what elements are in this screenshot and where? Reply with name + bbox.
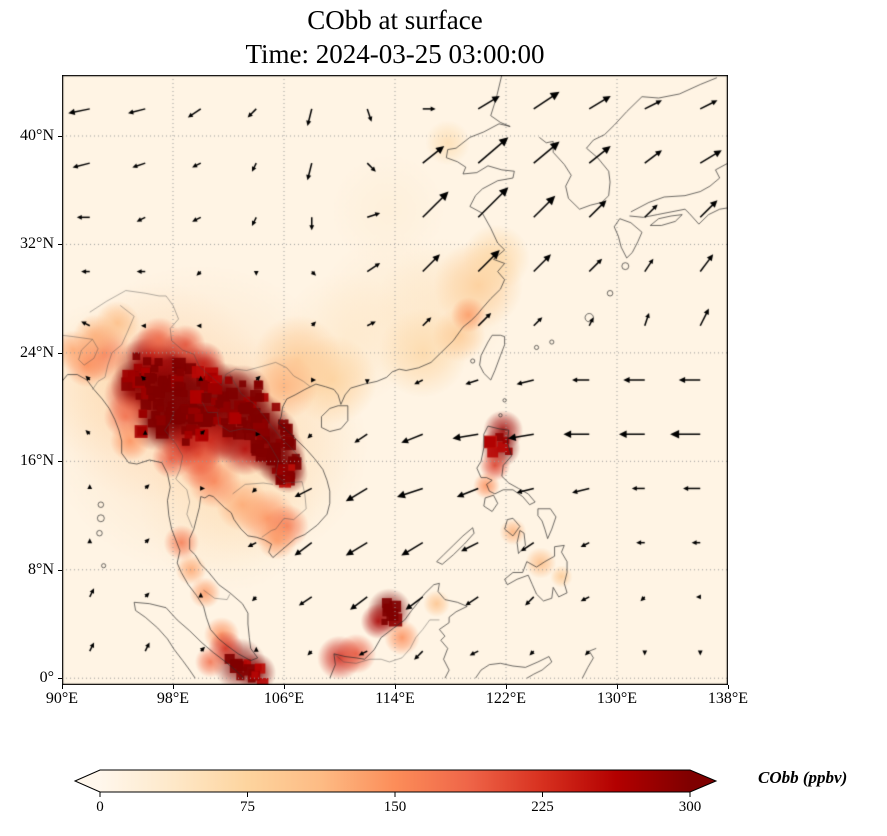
x-tick-mark	[62, 685, 63, 689]
chart-title: CObb at surface	[307, 5, 483, 35]
x-tick-mark	[284, 685, 285, 689]
y-tick-label: 32°N	[20, 235, 54, 253]
colorbar-shape	[73, 769, 718, 793]
map-canvas	[62, 75, 728, 685]
y-tick-mark	[58, 678, 62, 680]
colorbar-svg	[73, 769, 718, 797]
x-tick-mark	[506, 685, 507, 689]
x-tick-label: 106°E	[263, 690, 305, 707]
y-tick-mark	[58, 569, 62, 571]
colorbar-label: CObb (ppbv)	[758, 768, 848, 787]
x-tick-label: 122°E	[485, 690, 527, 707]
colorbar-tick-label: 0	[96, 799, 104, 815]
x-tick-label: 130°E	[596, 690, 638, 707]
x-tick-mark	[728, 685, 729, 689]
chart-subtitle: Time: 2024-03-25 03:00:00	[245, 39, 545, 69]
y-tick-mark	[58, 136, 62, 137]
y-tick-label: 8°N	[28, 560, 54, 578]
x-tick-mark	[617, 685, 618, 689]
y-tick-mark	[58, 352, 62, 354]
colorbar-tick-label: 300	[678, 799, 702, 815]
map-plot-area	[62, 75, 728, 685]
x-tick-mark	[395, 685, 396, 689]
x-tick-label: 98°E	[156, 690, 190, 707]
x-tick-label: 90°E	[45, 690, 79, 707]
y-tick-label: 16°N	[20, 452, 54, 470]
y-tick-mark	[58, 244, 62, 246]
y-tick-label: 0°	[39, 669, 54, 687]
y-tick-label: 24°N	[20, 343, 54, 361]
y-tick-mark	[58, 461, 62, 463]
y-tick-label: 40°N	[20, 127, 54, 144]
colorbar-tick-label: 150	[383, 799, 407, 815]
x-tick-mark	[173, 685, 174, 689]
x-tick-label: 114°E	[375, 690, 415, 707]
colorbar-tick-label: 75	[240, 799, 255, 815]
colorbar	[73, 767, 719, 801]
x-tick-label: 138°E	[707, 690, 749, 707]
colorbar-tick-labels: 0 75 150 225 300	[73, 799, 719, 819]
colorbar-tick-label: 225	[531, 799, 554, 815]
